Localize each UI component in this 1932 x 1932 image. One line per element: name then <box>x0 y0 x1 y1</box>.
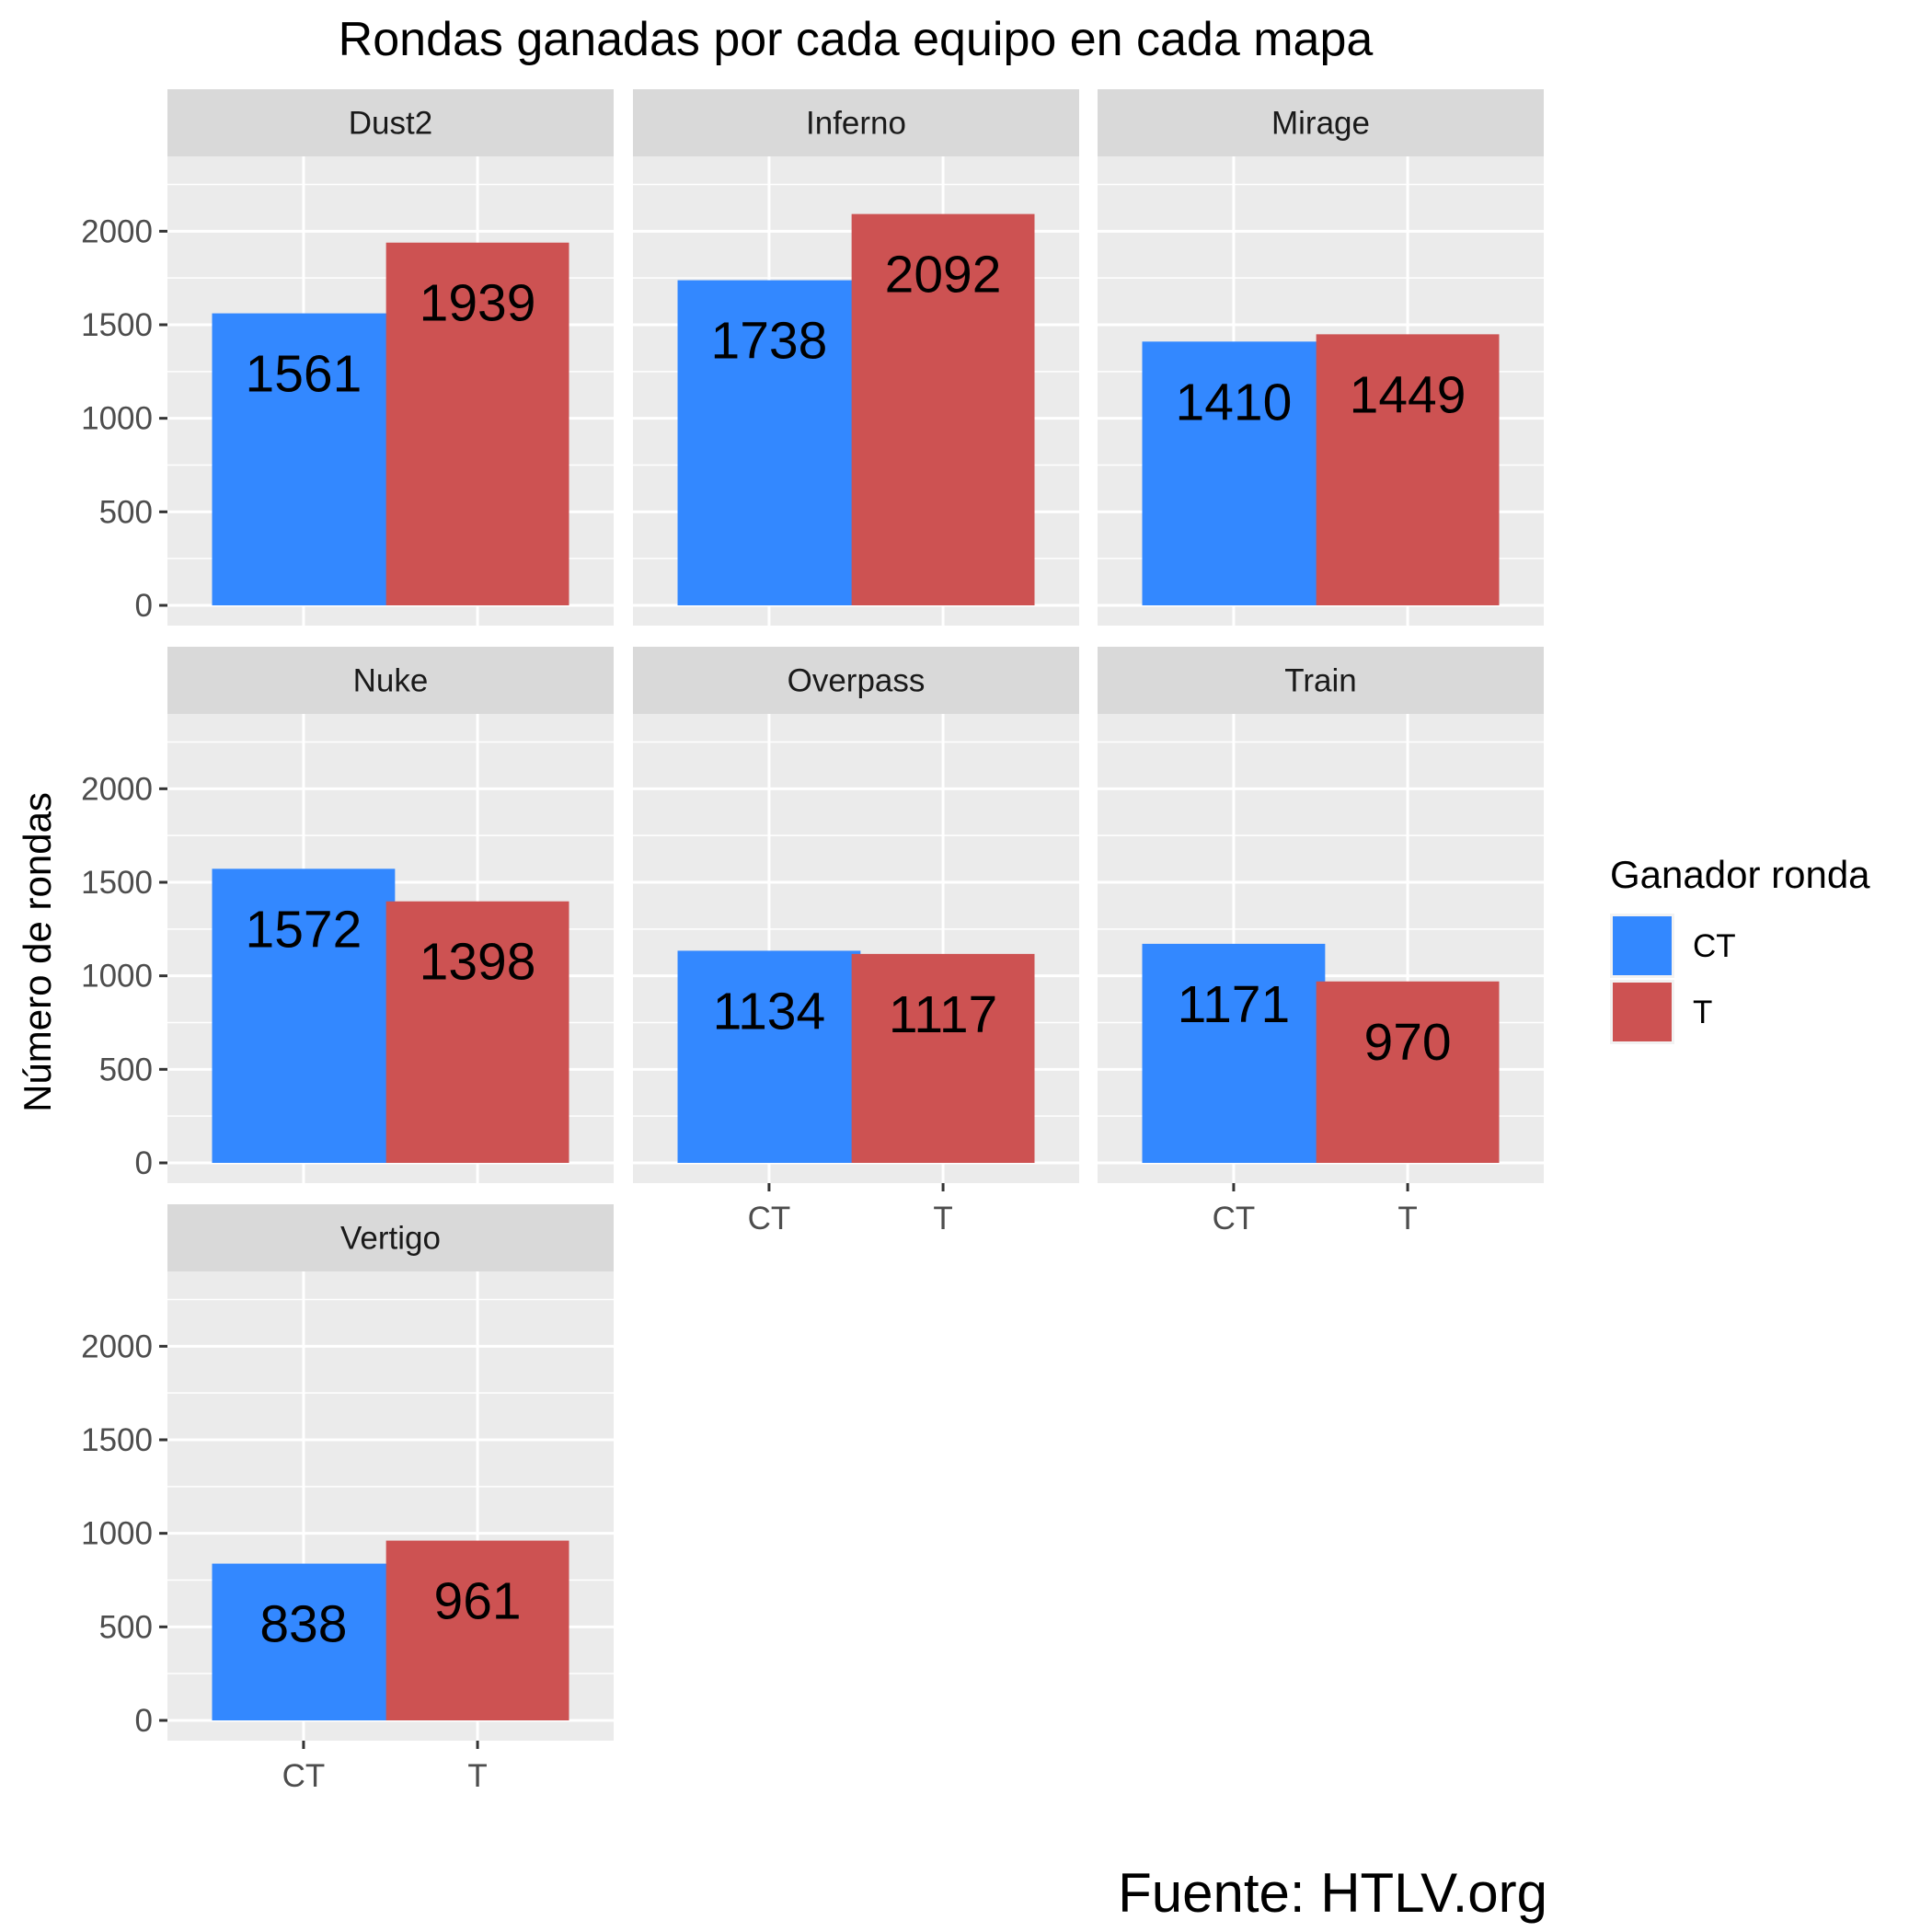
strip-label: Dust2 <box>349 106 432 142</box>
facet-dust2: Dust2 1561 1939 0 500 1000 1500 2000 <box>81 89 614 626</box>
strip-label: Train <box>1284 663 1356 699</box>
bar-value-label: 1171 <box>1178 975 1291 1034</box>
y-tick-label: 2000 <box>81 1328 153 1364</box>
x-tick-label: T <box>1397 1201 1417 1236</box>
y-tick-label: 0 <box>135 588 153 624</box>
facet-nuke: Nuke 1572 1398 0 500 1000 1500 2000 <box>81 647 614 1183</box>
y-tick-label: 2000 <box>81 213 153 249</box>
facet-overpass: Overpass 1134 1117 CT T <box>633 647 1079 1236</box>
bar-ct <box>677 950 861 1163</box>
y-tick-label: 0 <box>135 1145 153 1181</box>
strip-background <box>633 89 1079 156</box>
bar-ct <box>212 313 396 605</box>
bar-ct <box>212 868 396 1163</box>
y-tick-label: 1500 <box>81 865 153 901</box>
facet-panels: Dust2 1561 1939 0 500 1000 1500 2000 Inferno 1738… <box>81 89 1544 1794</box>
x-tick-label: T <box>467 1758 487 1794</box>
y-tick-label: 1000 <box>81 401 153 437</box>
bar-t <box>851 953 1035 1163</box>
x-tick-label: CT <box>282 1758 326 1794</box>
y-tick-label: 0 <box>135 1703 153 1739</box>
bar-value-label: 1398 <box>420 933 536 992</box>
bar-value-label: 1561 <box>246 345 362 404</box>
strip-label: Nuke <box>353 663 429 699</box>
bar-value-label: 1738 <box>711 312 828 371</box>
bar-t <box>385 901 569 1163</box>
bar-value-label: 1134 <box>713 982 826 1041</box>
bar-value-label: 2092 <box>885 246 1002 305</box>
strip-background <box>1098 89 1544 156</box>
bar-value-label: 1410 <box>1176 373 1293 431</box>
y-axis-title: Número de rondas <box>16 792 59 1112</box>
y-tick-label: 1000 <box>81 959 153 995</box>
y-tick-label: 1500 <box>81 307 153 343</box>
bar-t <box>1316 334 1500 605</box>
legend-swatch-t <box>1613 983 1672 1041</box>
bar-t <box>385 1540 569 1720</box>
facet-vertigo: Vertigo 838 961 0 500 1000 1500 2000 CT T <box>81 1204 614 1794</box>
y-tick-label: 500 <box>99 1609 153 1645</box>
bar-t <box>385 242 569 605</box>
y-tick-label: 1500 <box>81 1422 153 1458</box>
strip-background <box>167 1204 614 1271</box>
bar-value-label: 838 <box>259 1595 347 1654</box>
facet-inferno: Inferno 1738 2092 <box>633 89 1079 626</box>
strip-background <box>167 89 614 156</box>
x-tick-label: CT <box>748 1201 791 1236</box>
bar-value-label: 1449 <box>1350 365 1466 424</box>
legend-label-ct: CT <box>1693 928 1736 964</box>
strip-label: Vertigo <box>340 1221 441 1257</box>
y-tick-label: 1000 <box>81 1516 153 1552</box>
strip-background <box>1098 647 1544 714</box>
legend-swatch-ct <box>1613 916 1672 975</box>
facet-mirage: Mirage 1410 1449 <box>1098 89 1544 626</box>
x-tick-label: T <box>933 1201 952 1236</box>
bar-value-label: 1117 <box>889 985 997 1044</box>
bar-value-label: 1572 <box>246 900 362 959</box>
strip-background <box>633 647 1079 714</box>
caption: Fuente: HTLV.org <box>1118 1862 1547 1924</box>
strip-label: Mirage <box>1271 106 1370 142</box>
bar-ct <box>1142 341 1326 605</box>
bar-t <box>851 213 1035 606</box>
legend: Ganador ronda CT T <box>1610 853 1870 1044</box>
y-tick-label: 500 <box>99 494 153 530</box>
bar-ct <box>212 1563 396 1720</box>
bar-value-label: 1939 <box>420 274 536 333</box>
legend-title: Ganador ronda <box>1610 853 1870 896</box>
y-tick-label: 2000 <box>81 771 153 807</box>
bar-value-label: 970 <box>1364 1013 1452 1072</box>
bar-ct <box>677 280 861 605</box>
strip-background <box>167 647 614 714</box>
strip-label: Inferno <box>806 106 906 142</box>
strip-label: Overpass <box>788 663 926 699</box>
bar-t <box>1316 981 1500 1163</box>
bar-ct <box>1142 943 1326 1163</box>
x-tick-label: CT <box>1213 1201 1256 1236</box>
bar-value-label: 961 <box>434 1572 522 1631</box>
facet-train: Train 1171 970 CT T <box>1098 647 1544 1236</box>
y-tick-label: 500 <box>99 1052 153 1087</box>
legend-label-t: T <box>1693 995 1712 1030</box>
chart-title: Rondas ganadas por cada equipo en cada m… <box>339 13 1374 66</box>
